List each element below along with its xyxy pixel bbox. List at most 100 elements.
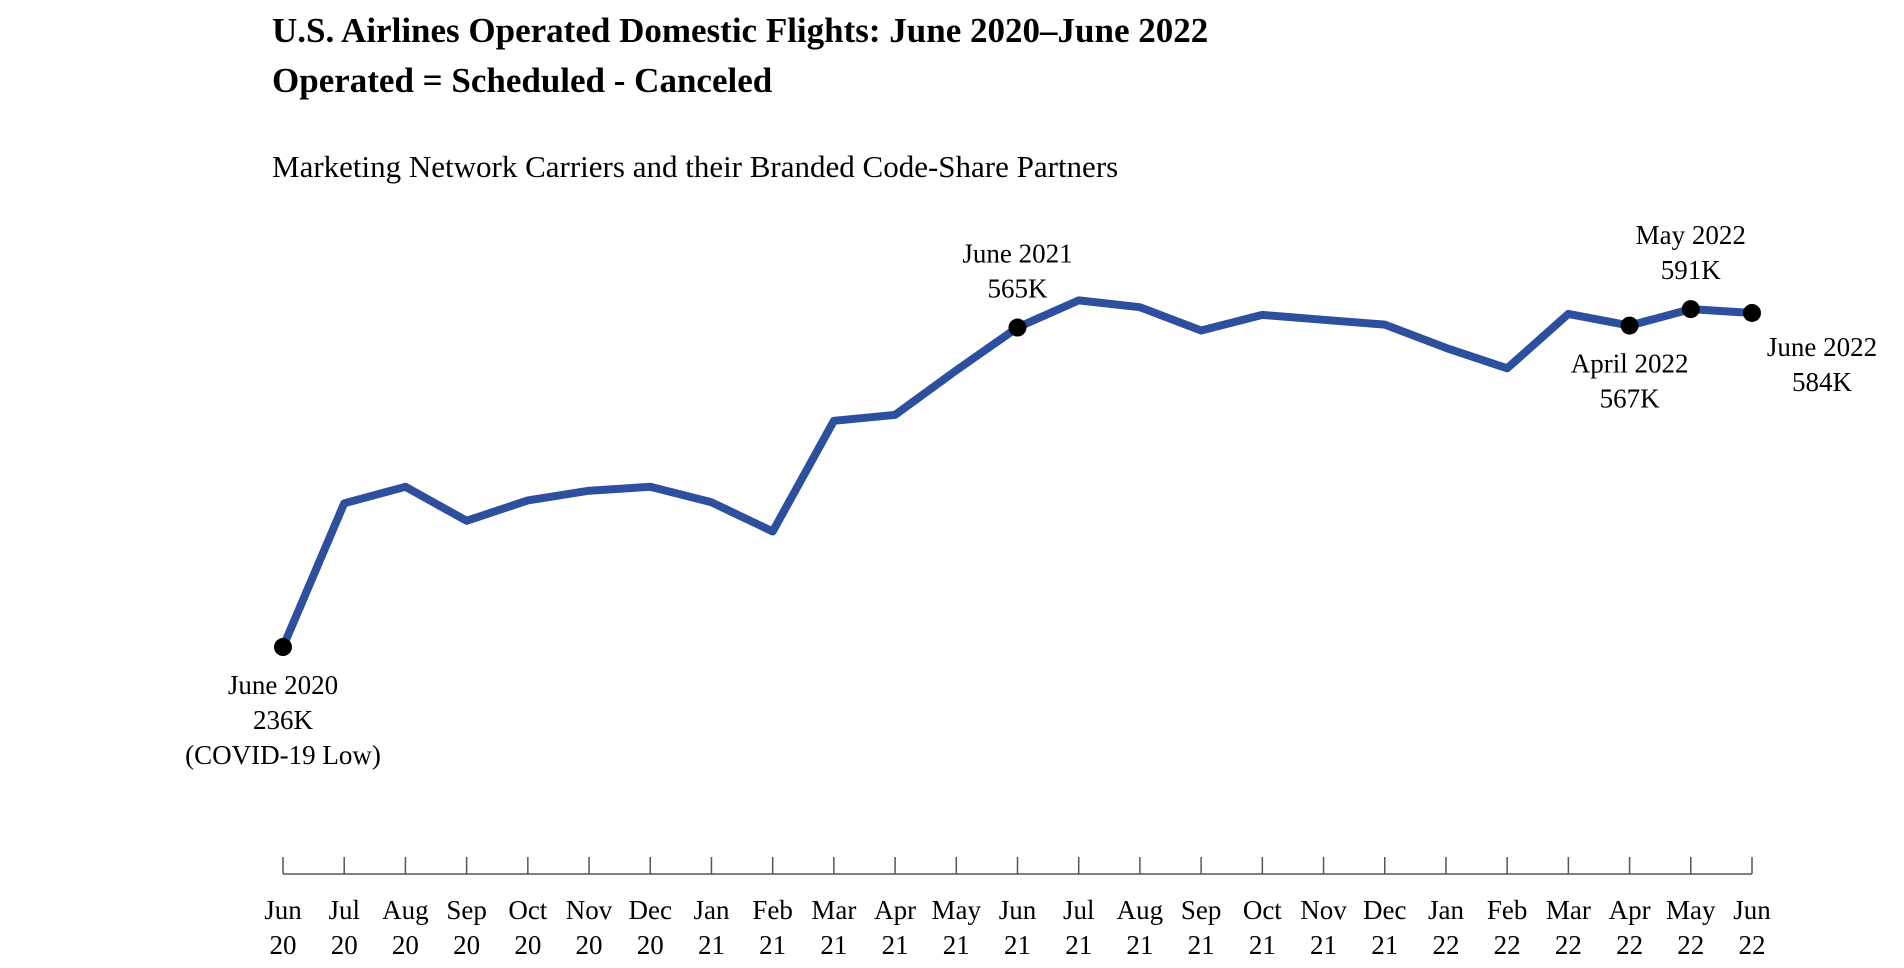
x-tick-label: Apr 22 [1609,895,1651,960]
x-tick-month: Aug [382,895,429,925]
chart-title: U.S. Airlines Operated Domestic Flights:… [272,11,1208,50]
x-tick-year: 21 [1249,930,1276,960]
data-point-marker [1743,303,1761,322]
annotation-line: June 2020 [228,670,338,700]
x-tick-year: 20 [392,930,419,960]
x-tick-year: 20 [331,930,358,960]
x-tick-label: May 21 [932,895,982,960]
x-tick-month: Aug [1117,895,1164,925]
x-tick-label: May 22 [1666,895,1716,960]
x-tick-label: Oct 20 [508,895,547,960]
annotations: June 2020 236K (COVID-19 Low) June 2021 565K… [185,220,1877,770]
annotation-line: 591K [1661,255,1722,285]
x-tick-label: Jan 22 [1428,895,1464,960]
x-tick-label: Sep 21 [1181,895,1222,960]
x-tick-year: 20 [637,930,664,960]
x-tick-label: Feb 22 [1487,895,1528,960]
annotation-line: 565K [988,274,1049,304]
x-tick-year: 21 [1371,930,1398,960]
x-tick-month: Apr [874,895,916,925]
x-tick-label: Jul 20 [328,895,360,960]
x-tick-label: Nov 21 [1300,895,1347,960]
x-tick-year: 21 [1004,930,1031,960]
x-tick-month: Jun [1733,895,1771,925]
x-tick-month: Jan [1428,895,1464,925]
x-tick-year: 22 [1432,930,1459,960]
x-tick-month: Dec [1363,895,1406,925]
x-tick-year: 20 [270,930,297,960]
x-tick-year: 20 [576,930,603,960]
x-tick-month: Nov [566,895,613,925]
x-tick-month: Oct [508,895,547,925]
x-tick-year: 21 [698,930,725,960]
data-point-marker [1681,300,1700,319]
annotation-line: June 2021 [962,239,1072,269]
annotation-label: April 2022 567K [1571,349,1689,414]
x-tick-month: Mar [1546,895,1591,925]
x-tick-label: Mar 22 [1546,895,1591,960]
x-tick-year: 21 [882,930,909,960]
chart-subtitle: Marketing Network Carriers and their Bra… [272,149,1118,184]
x-tick-month: Jun [264,895,302,925]
x-tick-label: Nov 20 [566,895,613,960]
x-tick-year: 21 [1065,930,1092,960]
annotation-label: May 2022 591K [1636,220,1746,285]
x-tick-month: Mar [811,895,856,925]
x-tick-label: Jun 20 [264,895,302,960]
annotation-line: 567K [1600,384,1661,414]
x-tick-year: 22 [1555,930,1582,960]
annotation-line: April 2022 [1571,349,1689,379]
x-tick-month: Apr [1609,895,1651,925]
data-point-marker [274,638,292,657]
annotation-label: June 2022 584K [1767,332,1877,397]
annotation-markers [274,300,1761,657]
x-tick-label: Aug 20 [382,895,429,960]
x-tick-year: 22 [1739,930,1766,960]
x-axis: Jun 20 Jul 20 Aug 20 Sep 20 Oct 20 Nov 20 Dec 20 Jan 21… [264,857,1771,960]
x-tick-label: Apr 21 [874,895,916,960]
x-tick-month: Sep [446,895,487,925]
x-tick-year: 21 [1126,930,1153,960]
x-tick-year: 20 [514,930,541,960]
x-tick-label: Mar 21 [811,895,856,960]
annotation-line: 584K [1792,367,1853,397]
x-tick-month: Jul [1063,895,1095,925]
x-tick-year: 21 [759,930,786,960]
annotation-line: 236K [253,705,314,735]
annotation-label: June 2020 236K (COVID-19 Low) [185,670,381,770]
x-tick-month: May [932,895,982,925]
series-line-group [279,296,1756,651]
x-tick-year: 21 [943,930,970,960]
x-tick-label: Jun 21 [999,895,1037,960]
x-tick-month: Sep [1181,895,1222,925]
x-tick-year: 20 [453,930,480,960]
annotation-line: May 2022 [1636,220,1746,250]
x-tick-label: Aug 21 [1117,895,1164,960]
x-tick-month: Dec [629,895,672,925]
x-tick-year: 22 [1616,930,1643,960]
x-tick-year: 21 [1310,930,1337,960]
annotation-line: (COVID-19 Low) [185,740,381,770]
annotation-line: June 2022 [1767,332,1877,362]
x-tick-year: 21 [1188,930,1215,960]
x-tick-month: Oct [1243,895,1282,925]
chart-title-line2: Operated = Scheduled - Canceled [272,61,773,100]
x-tick-label: Jul 21 [1063,895,1095,960]
x-tick-month: Feb [752,895,793,925]
x-tick-label: Jun 22 [1733,895,1771,960]
x-tick-month: Jul [328,895,360,925]
x-tick-year: 21 [820,930,847,960]
x-tick-month: Jun [999,895,1037,925]
x-tick-year: 22 [1494,930,1521,960]
x-tick-label: Dec 21 [1363,895,1406,960]
data-point-marker [1620,316,1639,335]
annotation-label: June 2021 565K [962,239,1072,304]
series-line [279,296,1756,651]
x-tick-year: 22 [1677,930,1704,960]
x-tick-label: Jan 21 [693,895,729,960]
x-tick-label: Feb 21 [752,895,793,960]
x-tick-label: Sep 20 [446,895,487,960]
x-tick-label: Oct 21 [1243,895,1282,960]
data-point-marker [1008,318,1027,337]
